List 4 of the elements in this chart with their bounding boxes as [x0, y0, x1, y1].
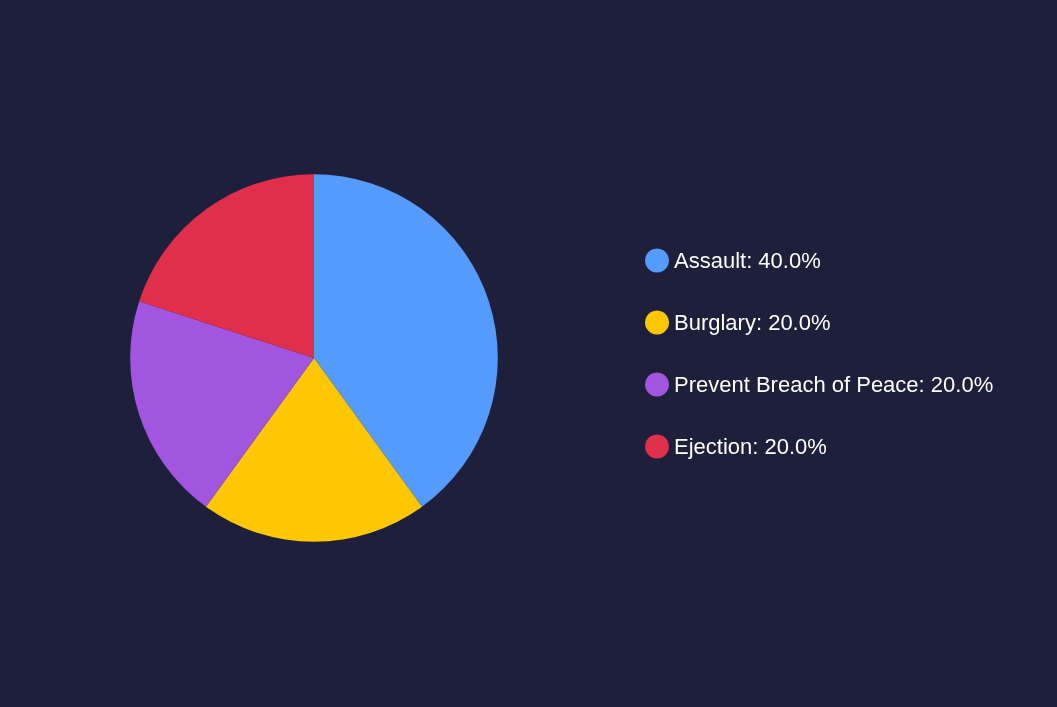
legend-label: Prevent Breach of Peace: 20.0% [674, 372, 994, 397]
legend-label: Ejection: 20.0% [674, 434, 827, 459]
legend-label: Burglary: 20.0% [674, 310, 831, 335]
legend-label: Assault: 40.0% [674, 248, 821, 273]
